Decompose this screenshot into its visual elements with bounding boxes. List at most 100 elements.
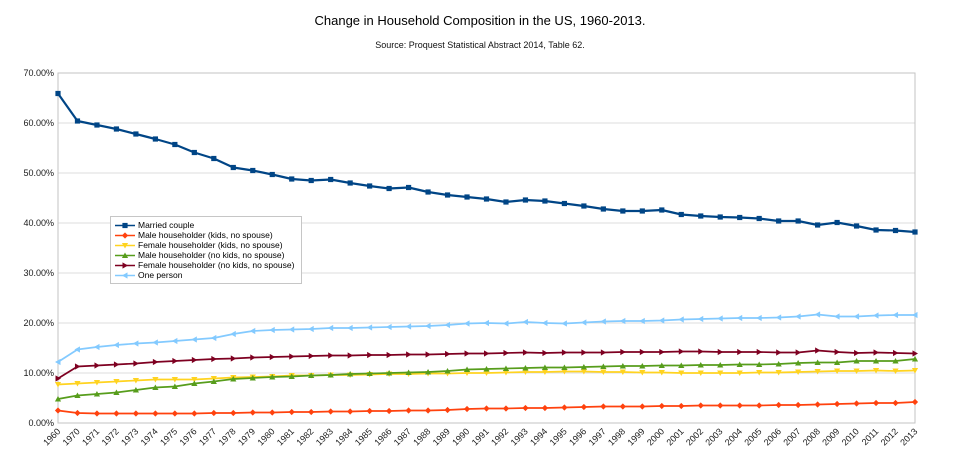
data-point-marker	[191, 380, 198, 386]
legend-item-label: Married couple	[138, 220, 195, 230]
data-point-marker	[658, 402, 665, 410]
data-point-marker	[152, 384, 159, 390]
data-point-marker	[834, 219, 840, 226]
data-point-marker	[737, 214, 743, 221]
legend: Married couple Male householder (kids, no…	[110, 216, 303, 284]
data-point-marker	[678, 362, 685, 368]
data-point-marker	[171, 337, 178, 345]
legend-item: Female householder (kids, no spouse)	[115, 240, 294, 250]
data-point-marker	[405, 369, 412, 375]
data-point-marker	[386, 351, 393, 359]
x-axis-tick-label: 1982	[294, 426, 315, 447]
data-point-marker	[892, 227, 899, 234]
data-point-marker	[659, 207, 665, 213]
data-point-marker	[581, 203, 587, 209]
data-point-marker	[833, 368, 841, 374]
data-point-marker	[912, 311, 918, 319]
data-point-marker	[425, 351, 432, 358]
data-point-marker	[658, 362, 665, 368]
data-point-marker	[854, 349, 860, 357]
data-point-marker	[327, 372, 334, 378]
data-point-marker	[580, 319, 587, 326]
data-point-marker	[833, 359, 841, 365]
data-point-marker	[502, 320, 509, 327]
plot-border	[57, 72, 916, 424]
data-point-marker	[600, 403, 607, 410]
x-axis-tick-label: 1984	[333, 426, 354, 447]
data-point-marker	[113, 126, 120, 132]
data-point-marker	[347, 352, 354, 359]
x-axis-tick-label: 1973	[119, 426, 140, 447]
x-axis-tick-label: 1987	[392, 426, 413, 447]
data-point-marker	[697, 315, 704, 323]
data-point-marker	[444, 406, 451, 414]
data-point-marker	[94, 362, 100, 369]
chart-title: Change in Household Composition in the U…	[314, 13, 646, 28]
data-point-marker	[269, 409, 276, 416]
data-point-marker	[132, 340, 139, 347]
data-point-marker	[815, 347, 821, 354]
data-point-marker	[230, 355, 237, 362]
data-point-marker	[639, 317, 645, 325]
x-axis-tick-label: 2006	[762, 426, 783, 447]
data-point-marker	[93, 343, 100, 351]
data-point-marker	[211, 355, 217, 363]
data-point-marker	[853, 368, 860, 374]
data-point-marker	[561, 200, 568, 207]
data-point-marker	[269, 353, 276, 361]
data-point-marker	[775, 370, 782, 376]
data-point-marker	[289, 353, 295, 360]
data-point-marker	[795, 369, 802, 375]
data-point-marker	[619, 369, 626, 375]
data-point-marker	[522, 365, 529, 371]
data-point-marker	[93, 391, 101, 397]
x-axis-tick-label: 2002	[684, 426, 705, 447]
data-point-marker	[132, 410, 140, 417]
data-point-marker	[191, 149, 197, 156]
data-point-marker	[833, 400, 841, 408]
data-point-marker	[444, 321, 451, 329]
data-point-marker	[386, 370, 393, 376]
legend-item-label: One person	[138, 270, 183, 280]
data-point-marker	[269, 326, 275, 334]
data-point-marker	[249, 409, 256, 416]
x-axis-tick-label: 1975	[158, 426, 179, 447]
data-point-marker	[483, 319, 489, 327]
data-point-marker	[872, 368, 880, 374]
x-axis-tick-label: 1977	[197, 426, 218, 447]
x-axis-tick-label: 2013	[898, 426, 919, 447]
y-axis-tick-label: 20.00%	[23, 318, 54, 328]
data-point-marker	[113, 341, 119, 349]
data-point-marker	[795, 401, 802, 409]
data-point-marker	[561, 369, 568, 375]
data-point-marker	[697, 402, 704, 409]
data-point-marker	[892, 358, 899, 364]
data-point-marker	[619, 317, 626, 325]
data-point-marker	[873, 312, 879, 319]
data-point-marker	[541, 369, 549, 375]
diamond-marker-icon	[115, 231, 135, 239]
data-point-marker	[639, 363, 646, 369]
data-point-marker	[600, 318, 606, 325]
data-point-marker	[795, 313, 801, 320]
data-point-marker	[717, 362, 724, 368]
data-point-marker	[620, 208, 626, 214]
data-point-marker	[347, 408, 354, 415]
data-point-marker	[658, 317, 665, 324]
data-point-marker	[522, 369, 529, 375]
data-point-marker	[484, 350, 490, 357]
x-axis-tick-label: 1970	[61, 426, 82, 447]
legend-item-label: Female householder (kids, no spouse)	[138, 240, 283, 250]
x-axis-tick-label: 1983	[314, 426, 335, 447]
data-point-marker	[288, 326, 295, 333]
arrow-right-marker-icon	[115, 261, 135, 269]
data-point-marker	[775, 361, 782, 367]
data-point-marker	[892, 311, 899, 319]
data-point-marker	[54, 396, 62, 402]
x-axis-tick-label: 1992	[489, 426, 510, 447]
data-point-marker	[463, 366, 471, 372]
data-point-marker	[347, 180, 353, 186]
x-axis-tick-label: 1978	[216, 426, 237, 447]
data-point-marker	[425, 189, 431, 195]
x-axis-tick-label: 1980	[255, 426, 276, 447]
